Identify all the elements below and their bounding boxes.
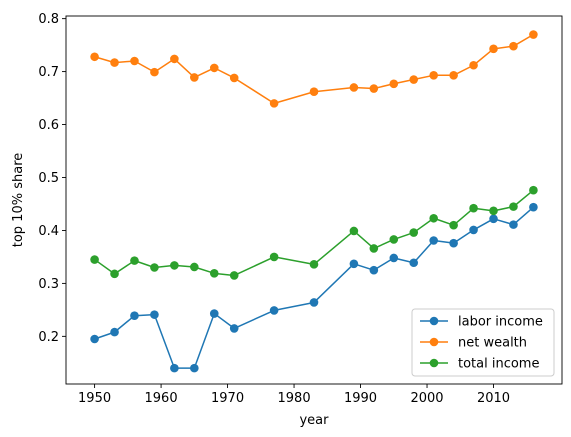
series-markers <box>90 30 538 373</box>
x-tick-label: 1980 <box>278 391 311 406</box>
data-point-0-3 <box>150 310 159 319</box>
data-point-2-4 <box>170 261 179 270</box>
data-point-1-8 <box>269 99 279 108</box>
data-point-2-5 <box>190 262 199 272</box>
data-point-0-13 <box>409 258 419 268</box>
y-tick-label: 0.5 <box>38 171 59 186</box>
data-point-2-0 <box>90 255 99 264</box>
data-point-0-16 <box>469 225 478 235</box>
x-tick-label: 1960 <box>145 391 178 406</box>
x-axis: 1950 1960 1970 1980 1990 2000 2010 <box>78 384 510 406</box>
x-axis-title: year <box>299 413 329 428</box>
data-point-0-5 <box>190 363 199 373</box>
data-point-0-9 <box>309 298 319 307</box>
y-axis-title: top 10% share <box>11 153 26 248</box>
data-point-0-4 <box>170 363 179 373</box>
y-tick-label: 0.3 <box>38 277 59 292</box>
data-point-0-6 <box>209 309 219 318</box>
legend: labor income net wealth total income <box>411 308 555 377</box>
data-point-1-4 <box>170 54 179 64</box>
plot-frame <box>65 15 563 385</box>
data-point-1-6 <box>209 63 219 73</box>
legend-label-0: labor income <box>458 315 543 330</box>
data-point-2-12 <box>389 235 399 244</box>
data-point-0-1 <box>110 327 119 337</box>
data-point-2-18 <box>509 202 518 211</box>
data-point-0-7 <box>229 324 239 333</box>
x-tick-label: 1990 <box>344 391 377 406</box>
data-point-1-7 <box>229 73 239 83</box>
legend-label-2: total income <box>458 357 539 372</box>
data-point-1-17 <box>489 44 498 54</box>
data-point-1-10 <box>349 83 359 92</box>
data-point-2-7 <box>229 271 239 280</box>
y-tick-label: 0.8 <box>38 12 59 27</box>
legend-marker-1 <box>429 337 439 347</box>
data-point-1-0 <box>90 52 99 62</box>
legend-marker-0 <box>429 316 439 326</box>
data-point-2-1 <box>110 269 119 279</box>
data-point-1-18 <box>509 41 518 51</box>
data-point-1-16 <box>469 60 478 70</box>
data-point-0-15 <box>449 238 458 248</box>
y-tick-label: 0.2 <box>38 330 59 345</box>
data-point-1-3 <box>150 67 159 77</box>
data-point-1-5 <box>190 73 199 82</box>
data-point-1-15 <box>449 71 458 80</box>
x-tick-label: 2010 <box>477 391 510 406</box>
data-point-0-11 <box>369 265 379 275</box>
data-point-2-15 <box>449 220 458 230</box>
x-tick-label: 1950 <box>78 391 111 406</box>
data-point-2-13 <box>409 228 419 237</box>
data-point-2-19 <box>529 185 538 195</box>
data-point-0-14 <box>429 236 438 245</box>
data-point-2-14 <box>429 213 438 223</box>
data-point-0-10 <box>349 259 359 269</box>
data-point-0-8 <box>269 306 279 315</box>
data-point-1-11 <box>369 84 379 93</box>
data-point-2-6 <box>209 269 219 278</box>
y-tick-label: 0.7 <box>38 65 59 80</box>
x-tick-label: 1970 <box>211 391 244 406</box>
data-point-2-11 <box>369 244 379 253</box>
data-point-0-19 <box>529 202 538 212</box>
data-point-0-17 <box>489 214 498 224</box>
data-point-0-2 <box>130 311 139 320</box>
x-tick-label: 2000 <box>410 391 443 406</box>
data-point-1-12 <box>389 79 399 89</box>
data-point-2-8 <box>269 252 279 262</box>
data-point-2-3 <box>150 263 159 272</box>
y-axis: 0.2 0.3 0.4 0.5 0.6 0.7 0.8 <box>38 12 66 345</box>
data-point-1-1 <box>110 58 119 67</box>
data-point-1-9 <box>309 87 319 97</box>
data-point-0-0 <box>90 334 99 344</box>
legend-marker-2 <box>429 358 439 368</box>
data-point-0-12 <box>389 253 399 263</box>
data-point-2-2 <box>130 256 139 265</box>
data-point-0-18 <box>509 220 518 229</box>
data-point-1-13 <box>409 75 419 84</box>
data-point-1-14 <box>429 71 438 80</box>
y-tick-label: 0.6 <box>38 118 59 133</box>
legend-box <box>411 308 555 377</box>
y-tick-label: 0.4 <box>38 224 59 239</box>
data-point-1-19 <box>529 30 538 39</box>
data-point-1-2 <box>130 56 139 66</box>
legend-label-1: net wealth <box>458 336 527 351</box>
data-point-2-16 <box>469 203 478 213</box>
data-point-2-17 <box>489 206 498 216</box>
data-point-2-9 <box>309 260 319 269</box>
data-point-2-10 <box>349 226 359 236</box>
